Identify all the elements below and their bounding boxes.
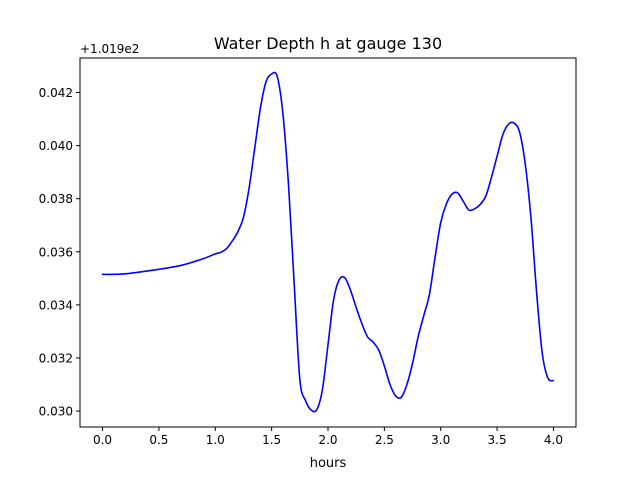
x-axis-label: hours xyxy=(310,456,347,471)
y-offset-label: +1.019e2 xyxy=(80,42,139,56)
chart-title: Water Depth h at gauge 130 xyxy=(214,34,442,53)
y-tick-label: 0.032 xyxy=(39,351,73,365)
series-line-0 xyxy=(101,71,555,413)
y-tick-label: 0.038 xyxy=(39,192,73,206)
x-tick-label: 2.5 xyxy=(375,433,394,447)
plot-area xyxy=(101,71,555,413)
y-tick-label: 0.030 xyxy=(39,405,73,419)
y-axis: 0.030 0.032 0.034 0.036 0.038 0.040 0.042 xyxy=(39,86,80,419)
y-tick-label: 0.042 xyxy=(39,86,73,100)
x-tick-label: 0.0 xyxy=(93,433,112,447)
x-tick-label: 3.5 xyxy=(488,433,507,447)
x-tick-label: 2.0 xyxy=(318,433,337,447)
x-tick-label: 4.0 xyxy=(544,433,563,447)
y-tick-label: 0.034 xyxy=(39,298,73,312)
x-tick-label: 3.0 xyxy=(431,433,450,447)
y-tick-label: 0.036 xyxy=(39,245,73,259)
y-tick-label: 0.040 xyxy=(39,139,73,153)
x-tick-label: 1.0 xyxy=(206,433,225,447)
x-tick-label: 1.5 xyxy=(262,433,281,447)
x-axis: 0.0 0.5 1.0 1.5 2.0 2.5 3.0 3.5 4.0 xyxy=(93,427,563,447)
x-tick-label: 0.5 xyxy=(149,433,168,447)
